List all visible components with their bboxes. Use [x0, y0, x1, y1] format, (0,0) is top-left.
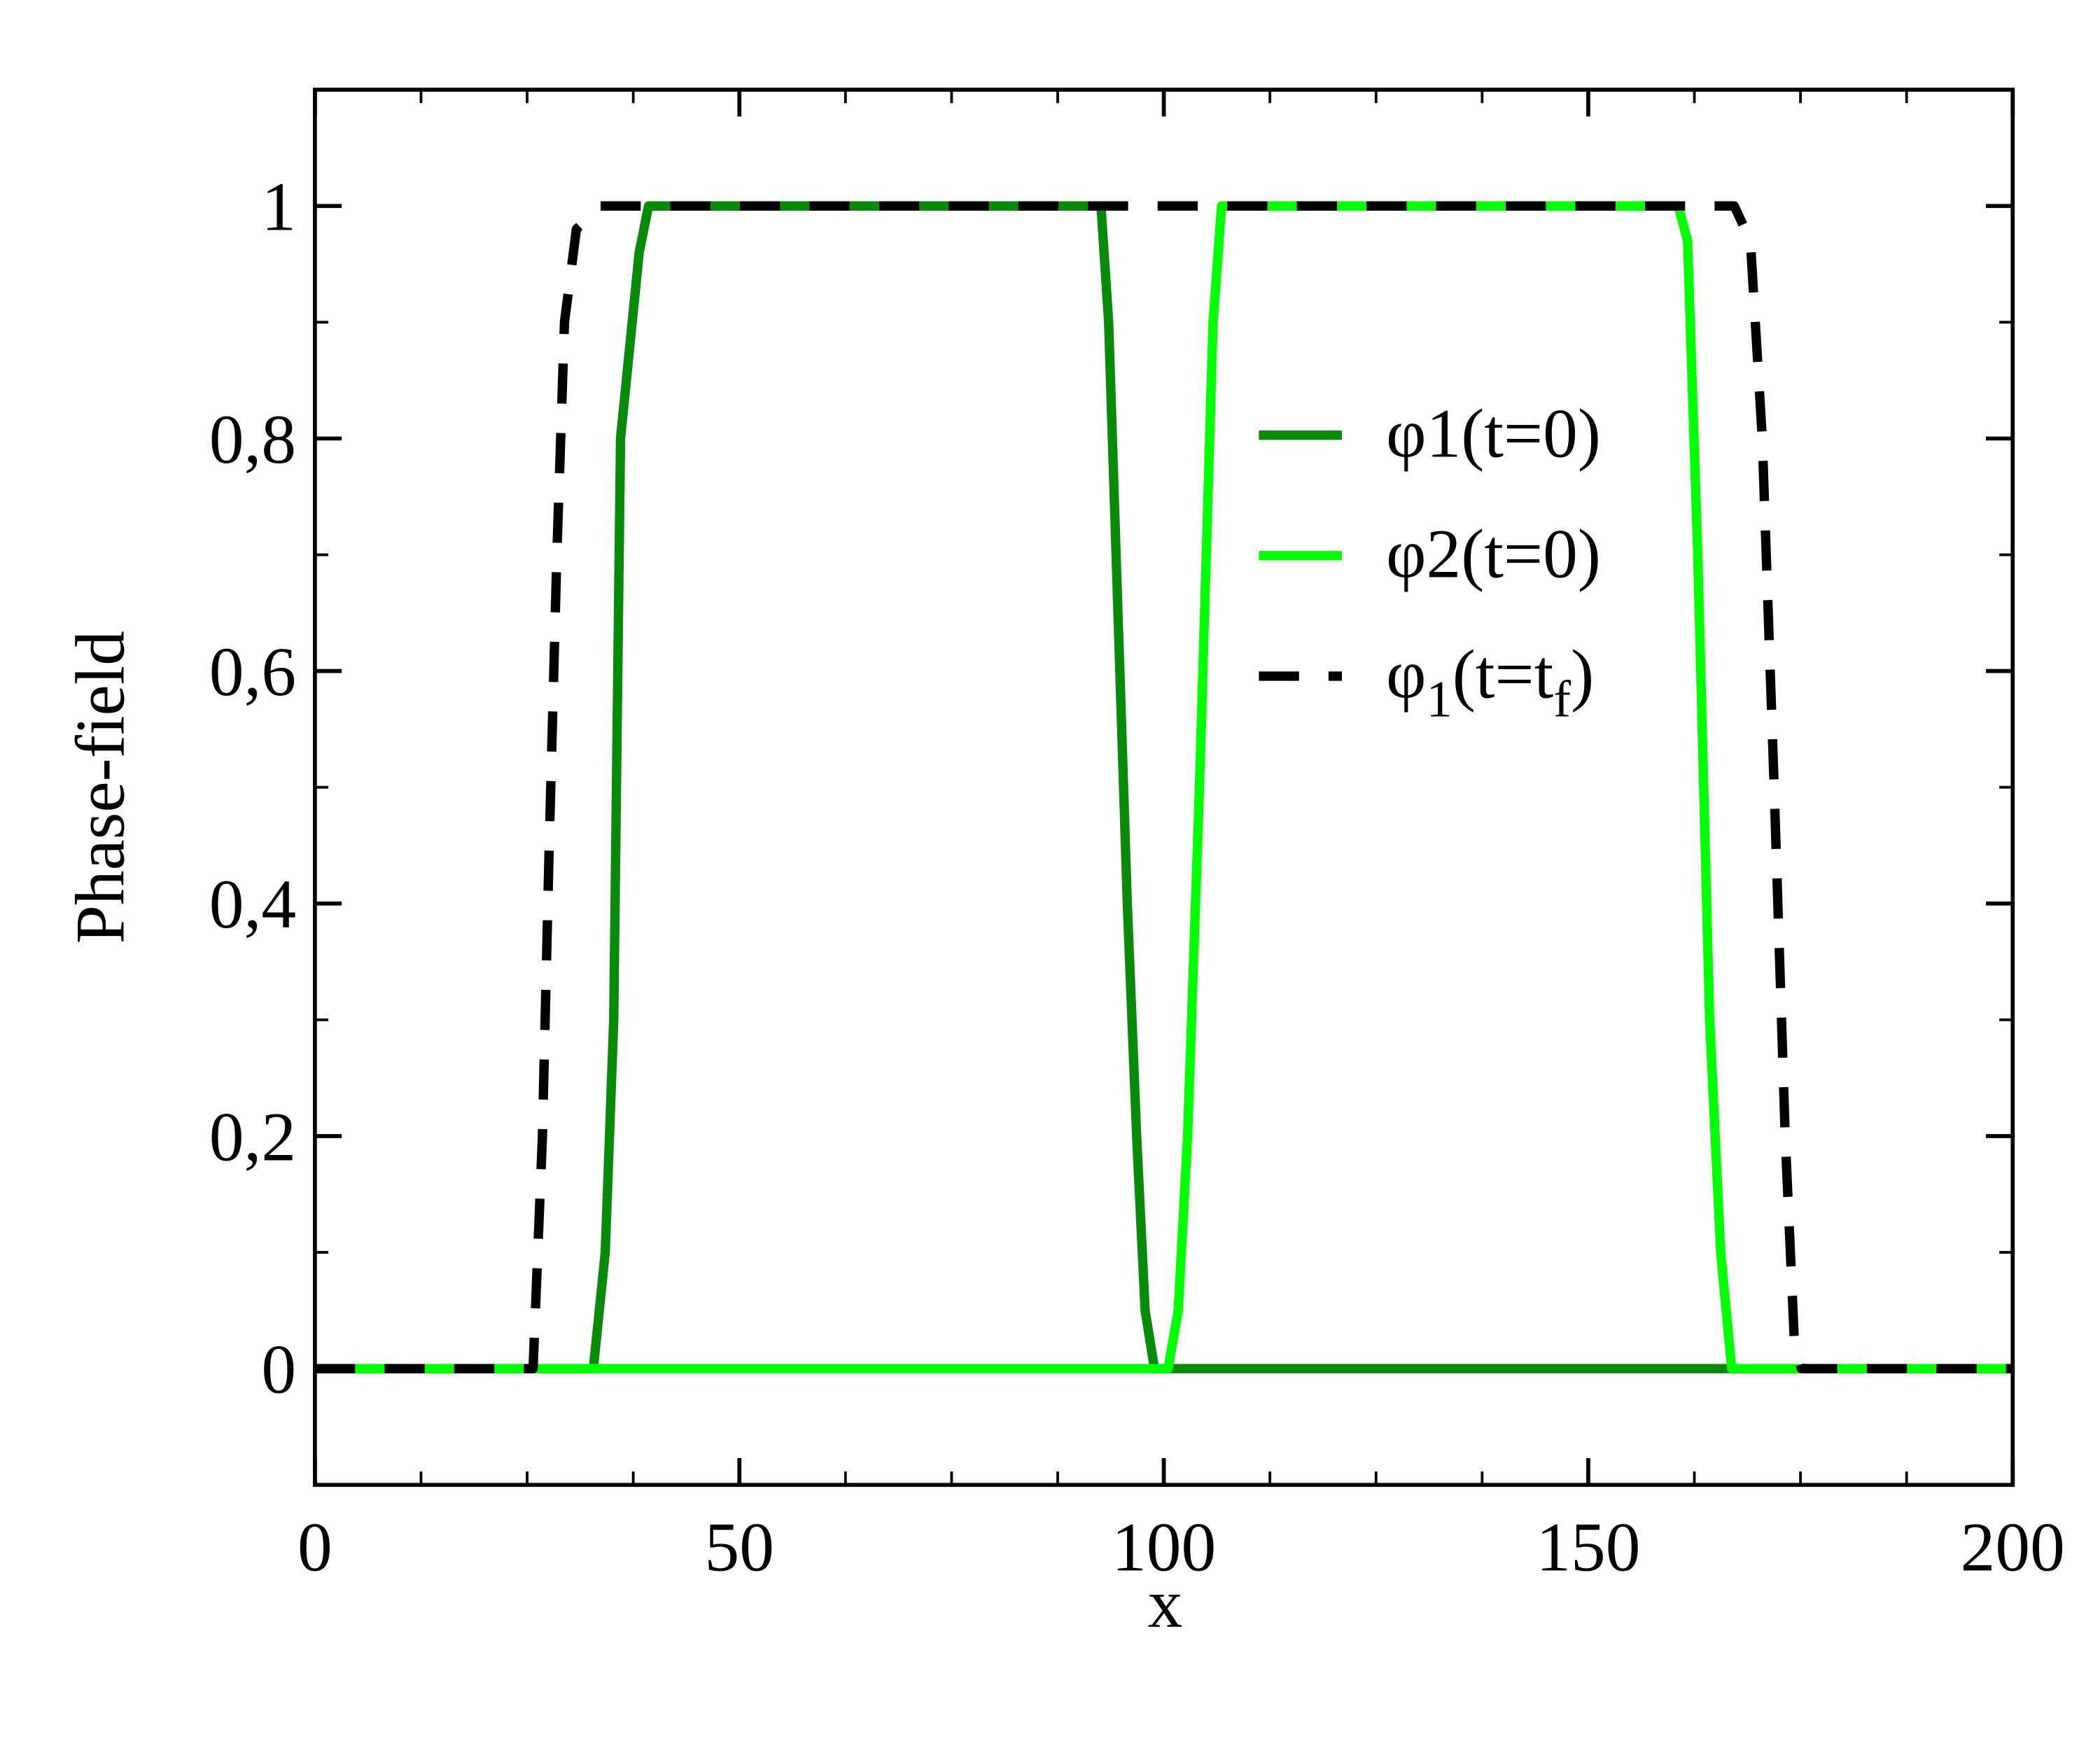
series-line — [314, 201, 2013, 1373]
x-tick-label: 50 — [705, 1508, 774, 1586]
x-axis-label: x — [1148, 1564, 1183, 1642]
y-tick-label: 0 — [261, 1331, 296, 1408]
y-axis-label: Phase-field — [61, 631, 139, 944]
legend-label: φ2(t=0) — [1386, 514, 1601, 592]
y-tick-label: 0,4 — [209, 865, 296, 943]
legend-label: φ1(t=tf) — [1386, 636, 1594, 729]
y-tick-label: 1 — [261, 168, 296, 246]
y-tick-label: 0,2 — [209, 1098, 296, 1175]
x-tick-label: 0 — [298, 1508, 332, 1586]
y-tick-label: 0,8 — [209, 400, 296, 478]
series-line — [314, 201, 2013, 1373]
x-tick-label: 100 — [1112, 1508, 1216, 1586]
x-tick-label: 200 — [1961, 1508, 2065, 1586]
legend-label: φ1(t=0) — [1386, 394, 1601, 472]
x-tick-label: 150 — [1536, 1508, 1640, 1586]
y-tick-label: 0,6 — [209, 633, 296, 710]
series-line — [314, 201, 2013, 1373]
